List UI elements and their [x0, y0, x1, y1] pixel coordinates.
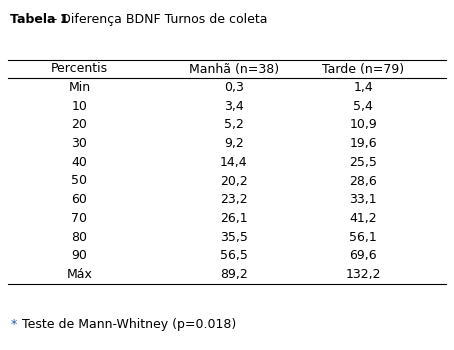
Text: Min: Min [69, 81, 90, 94]
Text: 80: 80 [71, 231, 88, 244]
Text: Tarde (n=79): Tarde (n=79) [322, 63, 404, 76]
Text: 3,4: 3,4 [224, 100, 244, 113]
Text: 25,5: 25,5 [349, 156, 377, 169]
Text: 14,4: 14,4 [220, 156, 247, 169]
Text: 56,1: 56,1 [349, 231, 377, 244]
Text: – Diferença BDNF Turnos de coleta: – Diferença BDNF Turnos de coleta [47, 13, 268, 26]
Text: 5,4: 5,4 [353, 100, 373, 113]
Text: Percentis: Percentis [51, 63, 108, 76]
Text: 20: 20 [72, 118, 87, 131]
Text: 69,6: 69,6 [350, 250, 377, 262]
Text: 132,2: 132,2 [345, 268, 381, 281]
Text: Manhã (n=38): Manhã (n=38) [189, 63, 279, 76]
Text: 26,1: 26,1 [220, 212, 247, 225]
Text: 9,2: 9,2 [224, 137, 244, 150]
Text: 19,6: 19,6 [350, 137, 377, 150]
Text: 5,2: 5,2 [224, 118, 244, 131]
Text: 56,5: 56,5 [220, 250, 248, 262]
Text: 50: 50 [71, 175, 88, 188]
Text: Tabela 1: Tabela 1 [10, 13, 69, 26]
Text: 10: 10 [72, 100, 87, 113]
Text: 40: 40 [72, 156, 87, 169]
Text: Teste de Mann-Whitney (p=0.018): Teste de Mann-Whitney (p=0.018) [18, 318, 237, 331]
Text: 33,1: 33,1 [350, 193, 377, 206]
Text: 10,9: 10,9 [349, 118, 377, 131]
Text: 60: 60 [72, 193, 87, 206]
Text: 0,3: 0,3 [224, 81, 244, 94]
Text: 90: 90 [72, 250, 87, 262]
Text: 89,2: 89,2 [220, 268, 248, 281]
Text: Máx: Máx [67, 268, 92, 281]
Text: 1,4: 1,4 [353, 81, 373, 94]
Text: 41,2: 41,2 [350, 212, 377, 225]
Text: 35,5: 35,5 [220, 231, 248, 244]
Text: 30: 30 [72, 137, 87, 150]
Text: 23,2: 23,2 [220, 193, 247, 206]
Text: 28,6: 28,6 [349, 175, 377, 188]
Text: 70: 70 [71, 212, 88, 225]
Text: *: * [10, 318, 16, 331]
Text: 20,2: 20,2 [220, 175, 248, 188]
